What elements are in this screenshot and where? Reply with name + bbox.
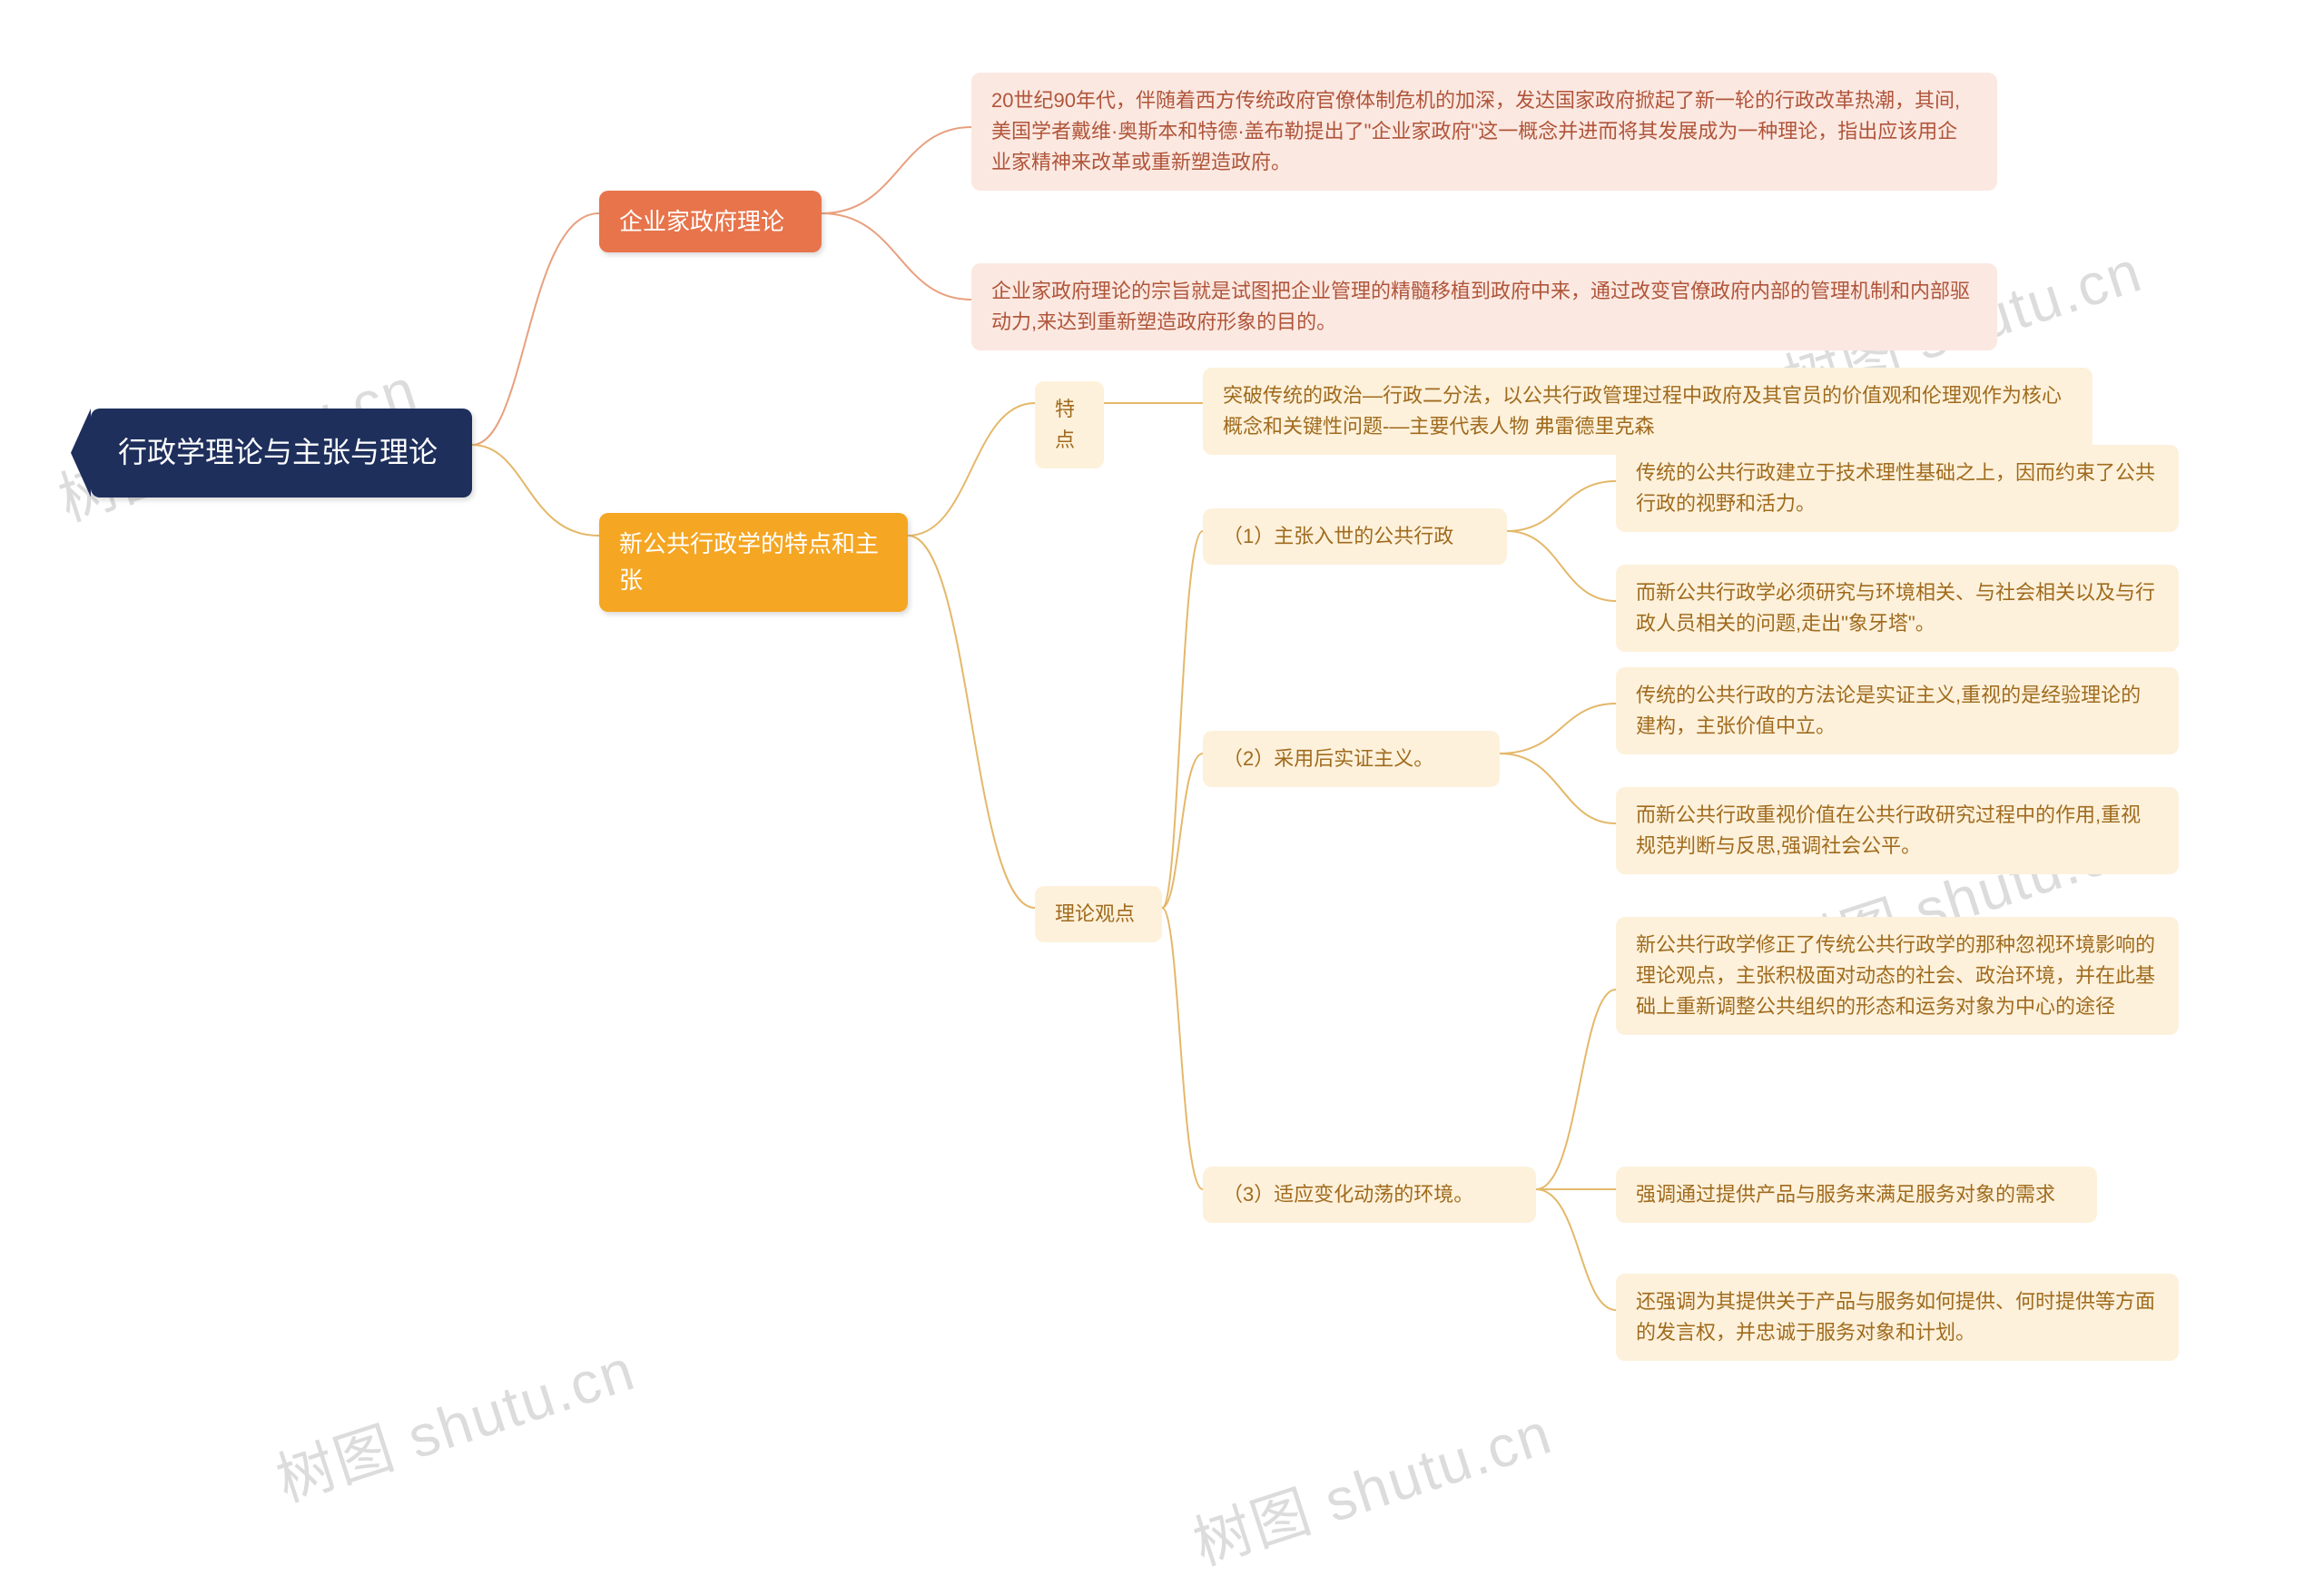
leaf-point2b: 而新公共行政重视价值在公共行政研究过程中的作用,重视规范判断与反思,强调社会公平… — [1616, 787, 2179, 874]
branch-entrepreneur-gov: 企业家政府理论 — [599, 191, 822, 252]
node-point2: （2）采用后实证主义。 — [1203, 731, 1500, 787]
node-point3: （3）适应变化动荡的环境。 — [1203, 1167, 1536, 1223]
leaf-point1a: 传统的公共行政建立于技术理性基础之上，因而约束了公共行政的视野和活力。 — [1616, 445, 2179, 532]
leaf-feature-desc: 突破传统的政治—行政二分法，以公共行政管理过程中政府及其官员的价值观和伦理观作为… — [1203, 368, 2093, 455]
leaf-point1b: 而新公共行政学必须研究与环境相关、与社会相关以及与行政人员相关的问题,走出"象牙… — [1616, 565, 2179, 652]
node-theory-view: 理论观点 — [1035, 886, 1162, 942]
branch-new-public-admin: 新公共行政学的特点和主张 — [599, 513, 908, 612]
leaf-point3b: 强调通过提供产品与服务来满足服务对象的需求 — [1616, 1167, 2097, 1223]
leaf-point2a: 传统的公共行政的方法论是实证主义,重视的是经验理论的建构，主张价值中立。 — [1616, 667, 2179, 754]
leaf-entrepreneur-desc1: 20世纪90年代，伴随着西方传统政府官僚体制危机的加深，发达国家政府掀起了新一轮… — [971, 73, 1997, 191]
root-node: 行政学理论与主张与理论 — [91, 409, 472, 497]
node-point1: （1）主张入世的公共行政 — [1203, 508, 1507, 565]
leaf-entrepreneur-desc2: 企业家政府理论的宗旨就是试图把企业管理的精髓移植到政府中来，通过改变官僚政府内部… — [971, 263, 1997, 350]
watermark: 树图 shutu.cn — [265, 1324, 645, 1518]
node-feature: 特点 — [1035, 381, 1104, 468]
leaf-point3c: 还强调为其提供关于产品与服务如何提供、何时提供等方面的发言权，并忠诚于服务对象和… — [1616, 1274, 2179, 1361]
watermark: 树图 shutu.cn — [1182, 1387, 1561, 1581]
leaf-point3a: 新公共行政学修正了传统公共行政学的那种忽视环境影响的理论观点，主张积极面对动态的… — [1616, 917, 2179, 1035]
